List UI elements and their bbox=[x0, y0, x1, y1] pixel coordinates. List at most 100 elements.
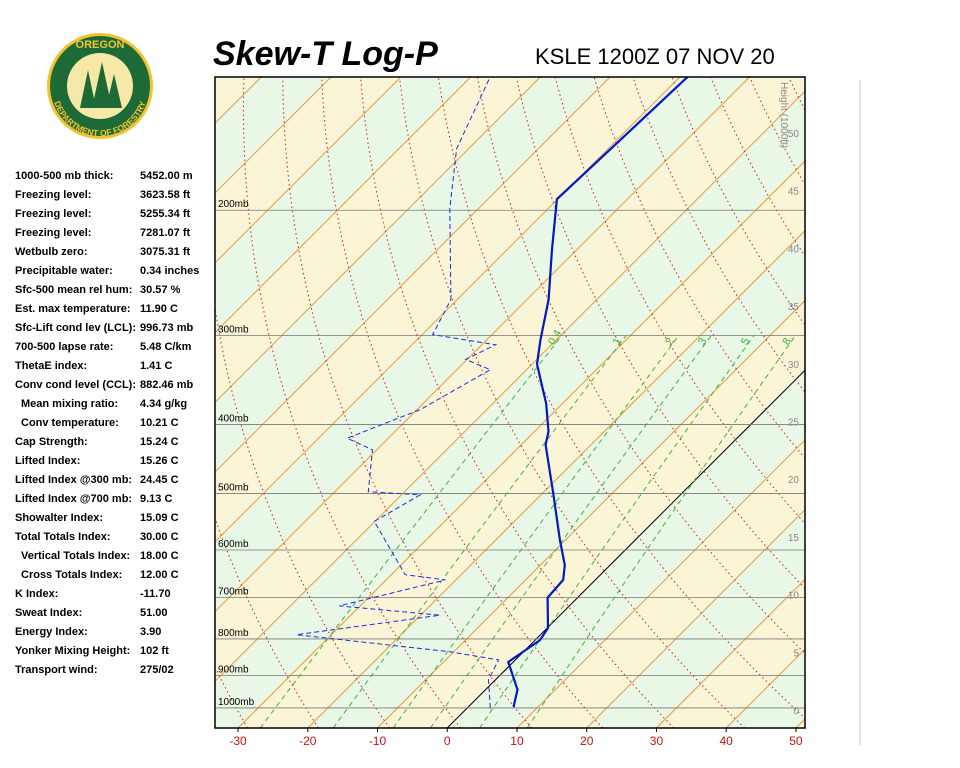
dry-adiabat bbox=[828, 77, 960, 728]
plot-lines bbox=[215, 77, 960, 728]
y-tick-label: 500mb bbox=[218, 483, 249, 494]
logo-top: OREGON bbox=[76, 39, 125, 51]
stat-label: Lifted Index @700 mb: bbox=[15, 493, 133, 505]
logo-tree bbox=[106, 74, 122, 108]
logo-tree bbox=[80, 70, 96, 108]
dry-adiabat bbox=[282, 77, 532, 728]
logo-tree bbox=[92, 62, 112, 108]
dry-adiabat bbox=[399, 77, 746, 728]
mixing-ratio-line bbox=[526, 335, 796, 728]
stat-value: 3623.58 ft bbox=[140, 189, 191, 201]
band bbox=[215, 91, 805, 728]
band bbox=[866, 77, 960, 728]
plot-frame bbox=[214, 76, 806, 729]
stat-row: Est. max temperature: 11.90 C bbox=[15, 303, 178, 315]
x-tick-label: 50 bbox=[789, 734, 803, 748]
isotherm bbox=[446, 369, 805, 728]
stat-label: Precipitable water: bbox=[15, 265, 113, 277]
dewpoint-line bbox=[296, 77, 500, 708]
y2-tick-label: 20 bbox=[788, 475, 800, 486]
x-tick-label: -30 bbox=[229, 734, 247, 748]
stat-label: K Index: bbox=[15, 588, 59, 600]
stat-row: Conv temperature: 10.21 C bbox=[15, 417, 179, 429]
stat-value: 102 ft bbox=[140, 645, 169, 657]
y2-tick-label: 30 bbox=[788, 360, 800, 371]
dry-adiabat bbox=[944, 77, 960, 728]
stat-value: 3075.31 ft bbox=[140, 246, 191, 258]
isotherm bbox=[866, 77, 960, 728]
stat-label: Vertical Totals Index: bbox=[21, 550, 131, 562]
isotherm bbox=[215, 77, 402, 264]
x-tick-label: 0 bbox=[444, 734, 451, 748]
mixing-ratio-line bbox=[479, 335, 755, 728]
isotherm bbox=[307, 230, 805, 728]
stat-row: Freezing level: 3623.58 ft bbox=[15, 189, 190, 201]
y2-tick-label: 45 bbox=[788, 187, 800, 198]
stat-label: Conv cond level (CCL): bbox=[15, 379, 137, 391]
stat-label: Lifted Index @300 mb: bbox=[15, 474, 133, 486]
stat-label: Sfc-Lift cond lev (LCL): bbox=[15, 322, 136, 334]
stat-value: 11.90 C bbox=[140, 303, 178, 315]
stat-row: Yonker Mixing Height: 102 ft bbox=[15, 645, 169, 657]
mixing-ratio-line bbox=[259, 335, 563, 728]
dry-adiabat bbox=[671, 77, 805, 326]
y2-tick-label: 15 bbox=[788, 533, 800, 544]
dry-adiabat bbox=[788, 77, 805, 112]
y-tick-label: 200mb bbox=[218, 199, 249, 210]
isotherm bbox=[516, 439, 805, 728]
y2-tick-label: 35 bbox=[788, 302, 800, 313]
band bbox=[215, 77, 805, 682]
temperature-line bbox=[506, 77, 689, 708]
stat-value: 10.21 C bbox=[140, 417, 179, 429]
x-tick-label: 40 bbox=[720, 734, 734, 748]
isotherm bbox=[215, 77, 471, 334]
stat-value: 30.00 C bbox=[140, 531, 179, 543]
isotherm bbox=[215, 77, 332, 194]
stat-row: Lifted Index: 15.26 C bbox=[15, 455, 179, 467]
stat-label: 700-500 lapse rate: bbox=[15, 341, 114, 353]
y2-tick-label: 10 bbox=[788, 591, 800, 602]
y2-tick-label: 25 bbox=[788, 418, 800, 429]
y-tick-label: 1000mb bbox=[218, 697, 255, 708]
x-tick-label: -10 bbox=[369, 734, 387, 748]
isotherm bbox=[215, 77, 611, 473]
mixing-ratio-label: 1 bbox=[611, 336, 624, 347]
stat-label: Est. max temperature: bbox=[15, 303, 131, 315]
y-tick-label: 700mb bbox=[218, 587, 249, 598]
stat-row: K Index: -11.70 bbox=[15, 588, 171, 600]
y2-tick-label: 5 bbox=[793, 648, 799, 659]
stat-row: Conv cond level (CCL): 882.46 mb bbox=[15, 379, 193, 391]
stat-row: Energy Index: 3.90 bbox=[15, 626, 161, 638]
stat-label: Mean mixing ratio: bbox=[21, 398, 119, 410]
stat-label: Lifted Index: bbox=[15, 455, 81, 467]
dry-adiabat bbox=[476, 77, 805, 654]
stat-row: Sweat Index: 51.00 bbox=[15, 607, 168, 619]
dry-adiabat bbox=[360, 77, 675, 728]
y2-tick-label: 0 bbox=[793, 706, 799, 717]
y2-axis-label: Height (1000ft) bbox=[778, 82, 789, 148]
stat-value: 5255.34 ft bbox=[140, 208, 191, 220]
stat-value: 5452.00 m bbox=[140, 170, 193, 182]
isotherm bbox=[656, 578, 805, 728]
stat-label: ThetaE index: bbox=[15, 360, 88, 372]
stat-label: Cap Strength: bbox=[15, 436, 88, 448]
stat-row: Freezing level: 7281.07 ft bbox=[15, 227, 190, 239]
dry-adiabat bbox=[905, 77, 960, 728]
stat-label: Freezing level: bbox=[15, 227, 92, 239]
y2-tick-label: 40 bbox=[788, 244, 800, 255]
logo: OREGON DEPARTMENT OF FORESTRY bbox=[47, 33, 153, 139]
stat-row: ThetaE index: 1.41 C bbox=[15, 360, 172, 372]
y-tick-label: 900mb bbox=[218, 664, 249, 675]
mixing-ratio-label: 3 bbox=[696, 336, 709, 347]
stat-row: Transport wind: 275/02 bbox=[15, 664, 174, 676]
y-tick-label: 600mb bbox=[218, 539, 249, 550]
y-tick-label: 400mb bbox=[218, 414, 249, 425]
chart-title: Skew-T Log-P bbox=[213, 35, 438, 73]
stat-row: Vertical Totals Index: 18.00 C bbox=[15, 550, 179, 562]
stat-label: Transport wind: bbox=[15, 664, 98, 676]
isotherm bbox=[215, 90, 805, 682]
stat-label: Showalter Index: bbox=[15, 512, 104, 524]
stat-row: Mean mixing ratio: 4.34 g/kg bbox=[15, 398, 187, 410]
stat-value: 5.48 C/km bbox=[140, 341, 192, 353]
